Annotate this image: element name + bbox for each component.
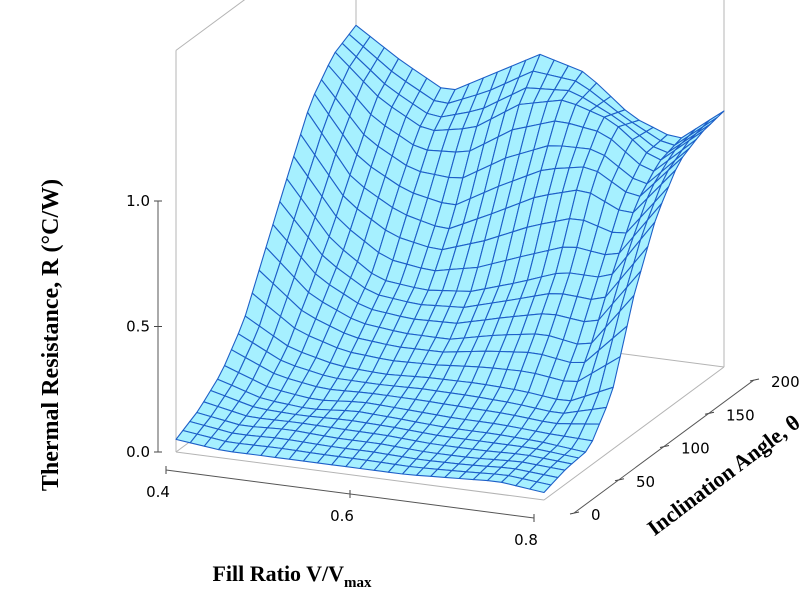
x-axis-label-subscript: max — [344, 575, 372, 591]
y-tick-label: 50 — [636, 473, 655, 491]
frame-edge — [175, 451, 545, 501]
y-tick-mark — [749, 378, 760, 382]
y-axis-label: Inclination Angle, θ — [642, 410, 800, 541]
z-axis-label: Thermal Resistance, R (°C/W) — [38, 179, 64, 491]
x-tick-label: 0.8 — [514, 531, 538, 549]
frame-edge — [175, 0, 246, 51]
y-tick-label: 200 — [771, 373, 800, 391]
surface-mesh — [175, 24, 725, 494]
z-tick-label: 0.5 — [126, 318, 150, 336]
y-tick-label: 0 — [591, 506, 601, 524]
x-axis-label-main: Fill Ratio V/V — [212, 561, 344, 586]
z-tick-label: 1.0 — [126, 192, 150, 210]
x-axis-label: Fill Ratio V/Vmax — [212, 561, 372, 591]
chart-frame-front — [175, 366, 725, 501]
y-tick-label: 100 — [681, 440, 710, 458]
z-tick-label: 0.0 — [126, 443, 150, 461]
surface-cell — [529, 481, 552, 494]
frame-edge — [543, 366, 725, 501]
tick-labels: 0.0 0.5 1.0 0.4 0.6 0.8 0 50 100 150 200 — [126, 192, 800, 549]
y-axis-line — [573, 379, 755, 514]
x-axis-line — [165, 469, 535, 519]
x-tick-label: 0.6 — [330, 507, 354, 525]
y-tick-label: 150 — [726, 406, 755, 424]
x-tick-label: 0.4 — [146, 483, 170, 501]
